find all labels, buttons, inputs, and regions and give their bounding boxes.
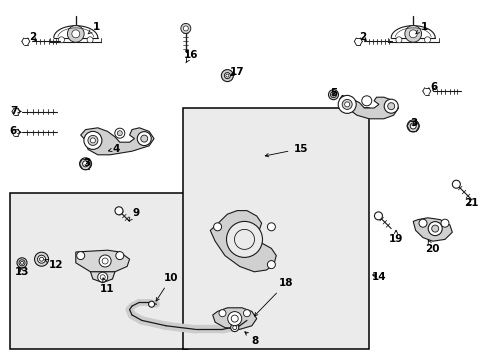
Circle shape xyxy=(226,221,262,257)
Circle shape xyxy=(90,138,95,143)
Circle shape xyxy=(20,261,23,264)
Polygon shape xyxy=(412,218,451,241)
Circle shape xyxy=(102,258,108,264)
Circle shape xyxy=(409,123,415,129)
Circle shape xyxy=(424,37,429,43)
Text: 3: 3 xyxy=(410,118,417,129)
Circle shape xyxy=(221,69,233,82)
Text: 13: 13 xyxy=(15,267,29,277)
Circle shape xyxy=(224,73,230,78)
Circle shape xyxy=(427,222,441,235)
Circle shape xyxy=(440,219,448,227)
Circle shape xyxy=(338,95,355,113)
Circle shape xyxy=(225,74,228,77)
Circle shape xyxy=(80,158,91,170)
Circle shape xyxy=(115,128,124,138)
Circle shape xyxy=(418,219,426,227)
Polygon shape xyxy=(210,211,276,272)
Polygon shape xyxy=(90,272,115,283)
Polygon shape xyxy=(76,250,129,272)
Text: 2: 2 xyxy=(359,32,366,42)
Circle shape xyxy=(35,252,48,266)
Circle shape xyxy=(408,30,416,38)
Circle shape xyxy=(267,261,275,269)
Circle shape xyxy=(82,161,88,167)
Circle shape xyxy=(451,180,459,188)
Text: 10: 10 xyxy=(156,273,178,301)
Circle shape xyxy=(232,325,236,330)
Circle shape xyxy=(395,37,401,43)
Circle shape xyxy=(219,310,225,317)
Text: 9: 9 xyxy=(128,208,139,221)
Circle shape xyxy=(234,229,254,249)
Text: 6: 6 xyxy=(429,82,437,93)
Text: 1: 1 xyxy=(415,22,427,34)
Circle shape xyxy=(137,132,151,145)
Circle shape xyxy=(230,324,238,332)
Circle shape xyxy=(404,26,421,42)
Circle shape xyxy=(342,99,351,109)
Text: 19: 19 xyxy=(388,230,402,244)
Text: 2: 2 xyxy=(29,32,37,42)
Text: 5: 5 xyxy=(329,88,337,98)
Circle shape xyxy=(384,99,397,113)
Circle shape xyxy=(100,275,105,280)
Circle shape xyxy=(87,37,93,43)
Circle shape xyxy=(99,255,111,267)
Circle shape xyxy=(40,257,43,261)
Text: 20: 20 xyxy=(425,240,439,254)
Text: 21: 21 xyxy=(464,198,478,208)
Circle shape xyxy=(115,207,122,215)
Bar xyxy=(10,193,188,349)
Circle shape xyxy=(267,223,275,231)
Polygon shape xyxy=(212,308,256,329)
Circle shape xyxy=(227,312,241,325)
Text: 1: 1 xyxy=(88,22,100,34)
Text: 14: 14 xyxy=(371,272,386,282)
Text: 3: 3 xyxy=(83,158,90,168)
Circle shape xyxy=(72,30,80,38)
Text: 18: 18 xyxy=(254,278,293,316)
Circle shape xyxy=(116,252,123,260)
Text: 4: 4 xyxy=(108,144,120,154)
Text: 7: 7 xyxy=(10,106,21,116)
Circle shape xyxy=(59,37,64,43)
Circle shape xyxy=(183,26,188,31)
Circle shape xyxy=(231,315,238,322)
Circle shape xyxy=(344,102,349,107)
Text: 11: 11 xyxy=(100,278,115,294)
Bar xyxy=(183,108,368,349)
Circle shape xyxy=(328,90,338,100)
Circle shape xyxy=(431,225,438,232)
Circle shape xyxy=(88,135,98,145)
Circle shape xyxy=(330,92,336,98)
Circle shape xyxy=(361,96,371,106)
Circle shape xyxy=(77,252,84,260)
Circle shape xyxy=(387,103,394,110)
Polygon shape xyxy=(339,95,398,119)
Circle shape xyxy=(407,120,418,132)
Circle shape xyxy=(141,135,147,142)
Polygon shape xyxy=(81,128,154,155)
Circle shape xyxy=(181,23,190,33)
Text: 6: 6 xyxy=(10,126,21,136)
Circle shape xyxy=(117,131,122,136)
Text: 17: 17 xyxy=(229,67,244,77)
Circle shape xyxy=(38,255,45,263)
Circle shape xyxy=(331,93,334,96)
Text: 12: 12 xyxy=(45,260,63,270)
Text: 8: 8 xyxy=(244,332,259,346)
Circle shape xyxy=(17,258,27,268)
Circle shape xyxy=(374,212,382,220)
Circle shape xyxy=(148,301,154,307)
Circle shape xyxy=(213,223,221,231)
Circle shape xyxy=(98,272,107,282)
Circle shape xyxy=(67,26,84,42)
Text: 16: 16 xyxy=(183,50,198,63)
Circle shape xyxy=(243,310,250,317)
Text: 15: 15 xyxy=(264,144,307,157)
Circle shape xyxy=(19,260,25,266)
Circle shape xyxy=(84,131,102,149)
